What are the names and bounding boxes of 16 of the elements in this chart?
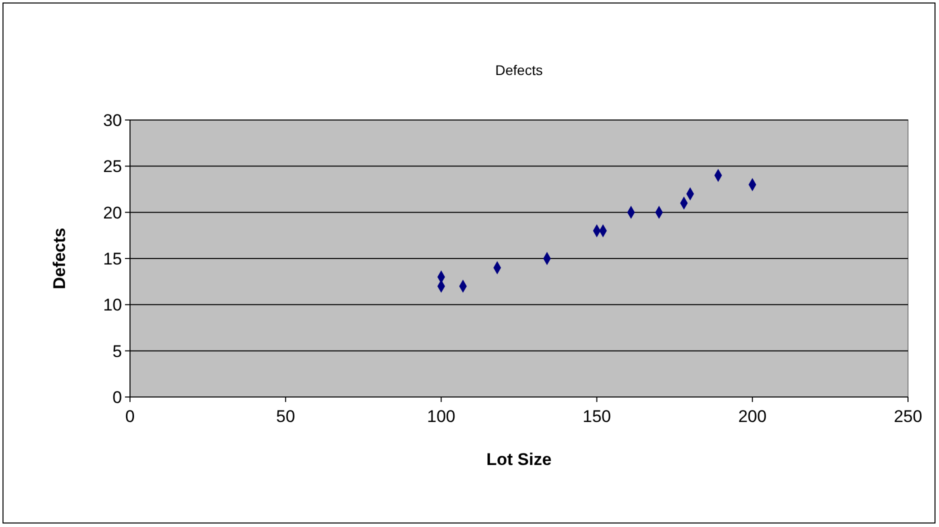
y-tick-label: 5 bbox=[112, 342, 122, 361]
y-tick-label: 0 bbox=[112, 388, 122, 407]
x-tick-label: 50 bbox=[276, 407, 296, 426]
y-tick-label: 15 bbox=[103, 249, 122, 268]
y-tick-label: 20 bbox=[103, 203, 122, 222]
x-tick-label: 150 bbox=[582, 407, 611, 426]
x-tick-label: 100 bbox=[427, 407, 456, 426]
y-tick-label: 10 bbox=[103, 296, 122, 315]
y-axis-title: Defects bbox=[50, 228, 69, 290]
x-tick-label: 250 bbox=[894, 407, 922, 426]
y-tick-label: 30 bbox=[103, 110, 122, 130]
x-tick-label: 0 bbox=[125, 407, 135, 426]
chart-title: Defects bbox=[495, 62, 543, 78]
y-tick-label: 25 bbox=[103, 157, 122, 176]
x-tick-label: 200 bbox=[738, 407, 767, 426]
x-axis-title: Lot Size bbox=[486, 450, 552, 469]
